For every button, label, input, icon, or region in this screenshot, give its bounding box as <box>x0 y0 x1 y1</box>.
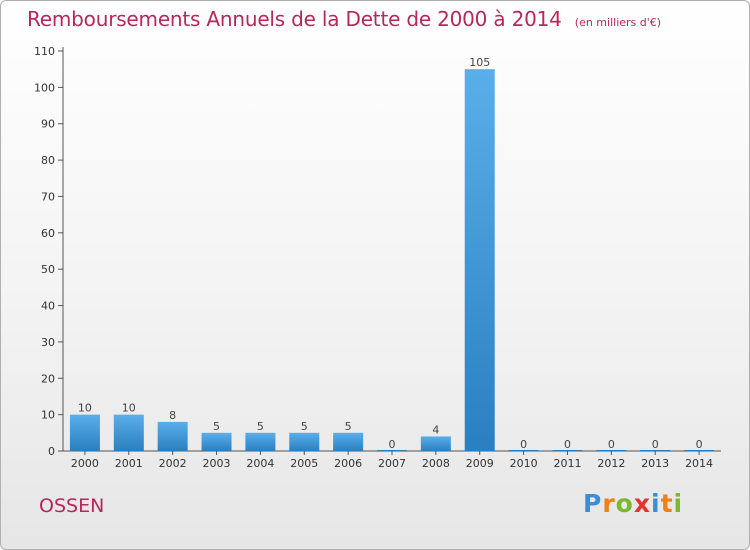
bar-value-label: 105 <box>469 56 490 69</box>
logo-letter: o <box>615 489 634 518</box>
bar <box>245 432 276 451</box>
bar-value-label: 0 <box>520 438 527 451</box>
bar-value-label: 10 <box>78 402 92 415</box>
bar-value-label: 0 <box>696 438 703 451</box>
x-tick-label: 2000 <box>71 457 99 470</box>
y-tick-label: 0 <box>48 445 55 458</box>
x-tick-label: 2010 <box>510 457 538 470</box>
y-tick-label: 20 <box>41 372 55 385</box>
y-tick-label: 90 <box>41 118 55 131</box>
bar <box>113 414 144 451</box>
bar <box>377 450 407 451</box>
bar <box>552 450 583 451</box>
bar <box>333 432 364 451</box>
bar-value-label: 0 <box>564 438 571 451</box>
bar-value-label: 5 <box>213 420 220 433</box>
x-tick-label: 2014 <box>685 457 713 470</box>
chart-unit-note: (en milliers d'€) <box>574 16 662 29</box>
y-tick-label: 60 <box>41 227 55 240</box>
bar <box>464 69 495 451</box>
chart-title: Remboursements Annuels de la Dette de 20… <box>27 7 562 31</box>
x-tick-label: 2013 <box>641 457 669 470</box>
logo-letter: r <box>602 489 616 518</box>
y-tick-label: 70 <box>41 190 55 203</box>
y-tick-label: 50 <box>41 263 55 276</box>
y-tick-label: 80 <box>41 154 55 167</box>
logo-letter: x <box>633 489 651 518</box>
commune-name: OSSEN <box>39 495 105 517</box>
bar <box>640 450 671 451</box>
x-tick-label: 2002 <box>159 457 187 470</box>
y-tick-label: 10 <box>41 409 55 422</box>
bar <box>508 450 539 451</box>
bar-value-label: 8 <box>169 409 176 422</box>
bar-value-label: 0 <box>652 438 659 451</box>
bar <box>684 450 715 451</box>
x-tick-label: 2005 <box>290 457 318 470</box>
bar-value-label: 5 <box>257 420 264 433</box>
bar <box>157 421 188 451</box>
y-tick-label: 40 <box>41 300 55 313</box>
proxiti-logo: Proxiti <box>583 489 683 518</box>
bar <box>289 432 320 451</box>
x-tick-label: 2009 <box>466 457 494 470</box>
bar <box>201 432 232 451</box>
x-tick-label: 2012 <box>597 457 625 470</box>
x-tick-label: 2001 <box>115 457 143 470</box>
bar-value-label: 5 <box>301 420 308 433</box>
y-tick-label: 100 <box>34 81 55 94</box>
x-tick-label: 2008 <box>422 457 450 470</box>
bar <box>420 436 451 451</box>
y-tick-label: 30 <box>41 336 55 349</box>
logo-letter: t <box>660 489 674 518</box>
bar-value-label: 10 <box>122 402 136 415</box>
x-tick-label: 2004 <box>246 457 274 470</box>
bar <box>596 450 627 451</box>
y-tick-label: 110 <box>34 45 55 58</box>
logo-letter: i <box>651 489 661 518</box>
bar-value-label: 0 <box>389 438 396 451</box>
logo-letter: P <box>583 489 603 518</box>
chart-title-row: Remboursements Annuels de la Dette de 20… <box>27 7 661 31</box>
bar-value-label: 5 <box>345 420 352 433</box>
bar-value-label: 0 <box>608 438 615 451</box>
x-tick-label: 2003 <box>203 457 231 470</box>
x-tick-label: 2011 <box>553 457 581 470</box>
x-tick-label: 2007 <box>378 457 406 470</box>
bar-value-label: 4 <box>432 423 439 436</box>
logo-letter: i <box>673 489 684 518</box>
x-tick-label: 2006 <box>334 457 362 470</box>
bar <box>69 414 100 451</box>
